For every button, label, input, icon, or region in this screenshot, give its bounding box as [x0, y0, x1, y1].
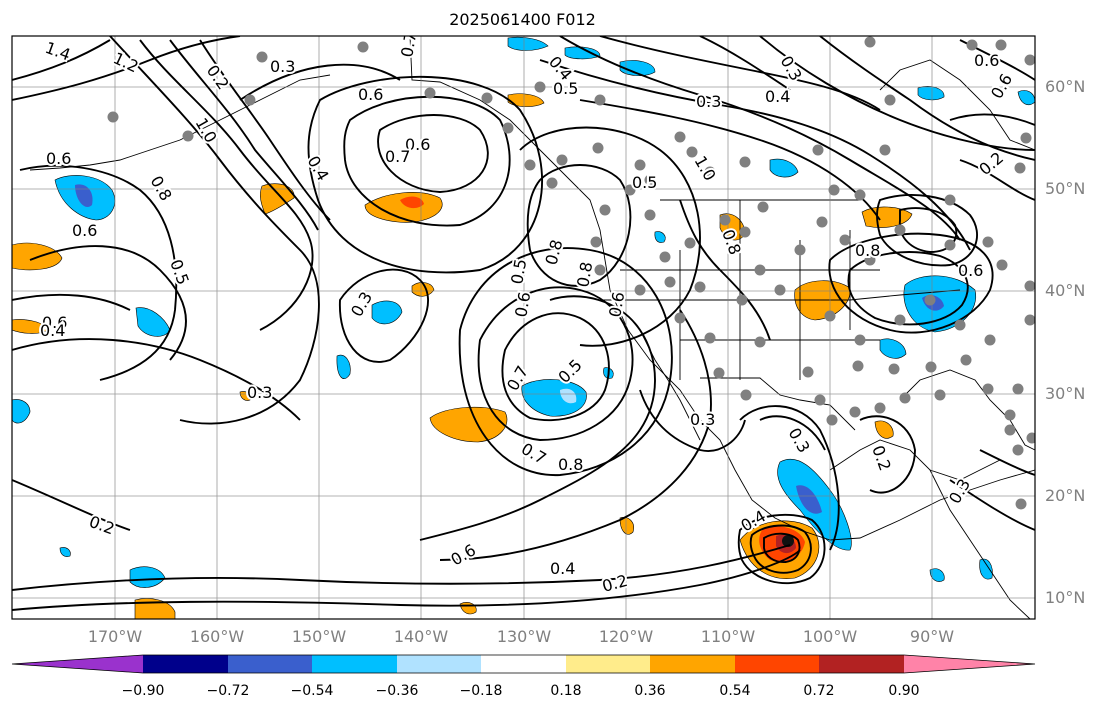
contour-label: 0.6 [958, 261, 983, 280]
lon-label: 120°W [598, 627, 654, 646]
contour-label: 0.3 [270, 57, 295, 76]
map-title: 2025061400 F012 [449, 10, 596, 29]
colorbar-swatch [650, 655, 735, 673]
colorbar-tick-label: −0.72 [206, 683, 250, 699]
colorbar-tick-label: 0.36 [634, 683, 666, 699]
contour-label: 0.5 [632, 173, 657, 192]
contour-label: 0.8 [855, 241, 880, 260]
lat-label: 60°N [1045, 77, 1086, 96]
colorbar [11, 654, 1036, 674]
colorbar-tick-label: −0.90 [121, 683, 165, 699]
colorbar-swatch [312, 655, 397, 673]
coastlines [29, 36, 1035, 619]
colorbar-tick-label: 0.18 [550, 683, 582, 699]
colorbar-tick-label: 0.54 [719, 683, 751, 699]
contour-label: 0.6 [405, 135, 430, 154]
lon-label: 100°W [802, 627, 858, 646]
colorbar-swatch [228, 655, 312, 673]
colorbar-tick-label: −0.54 [290, 683, 334, 699]
contour-label: 0.3 [696, 92, 721, 111]
contour-label: 0.4 [550, 559, 575, 578]
colorbar-swatch [566, 655, 650, 673]
lon-label: 90°W [909, 627, 955, 646]
contour-label: 0.6 [358, 85, 383, 104]
contour-label: 0.7 [385, 147, 410, 166]
colorbar-tick-label: −0.36 [375, 683, 419, 699]
lon-label: 170°W [87, 627, 143, 646]
colorbar-swatch [12, 655, 143, 673]
map-panel: 1.4 1.2 0.2 0.3 0.7 0.4 0.6 0.5 0.3 0.4 … [12, 36, 1035, 619]
lat-label: 20°N [1045, 486, 1086, 505]
lon-label: 140°W [393, 627, 449, 646]
colorbar-swatch [819, 655, 904, 673]
lon-label: 160°W [189, 627, 245, 646]
lon-label: 110°W [700, 627, 756, 646]
lat-label: 30°N [1045, 384, 1086, 403]
lon-label: 130°W [496, 627, 552, 646]
colorbar-swatch [143, 655, 228, 673]
colorbar-swatch [904, 655, 1035, 673]
colorbar-tick-label: 0.72 [803, 683, 835, 699]
contour-label: 0.6 [974, 51, 999, 70]
contour-label: 0.3 [247, 383, 272, 402]
contour-label: 0.4 [40, 321, 65, 340]
contour-label: 0.5 [553, 79, 578, 98]
colorbar-swatch [735, 655, 819, 673]
colorbar-tick-label: 0.90 [888, 683, 920, 699]
lat-label: 10°N [1045, 588, 1086, 607]
station-markers [107, 36, 1035, 510]
contour-label: 0.6 [46, 149, 71, 168]
lat-label: 50°N [1045, 179, 1086, 198]
colorbar-tick-label: −0.18 [459, 683, 503, 699]
lat-label: 40°N [1045, 281, 1086, 300]
lon-label: 150°W [291, 627, 347, 646]
colorbar-swatch [397, 655, 481, 673]
contour-label: 0.4 [765, 87, 790, 106]
colorbar-swatch [481, 655, 566, 673]
contour-label: 0.6 [72, 221, 97, 240]
contour-label: 0.6 [42, 313, 67, 332]
contour-label: 0.3 [690, 410, 715, 429]
contour-label: 0.8 [558, 455, 583, 474]
shaded-anomaly-areas [12, 36, 1035, 619]
map-frame [11, 35, 1036, 620]
